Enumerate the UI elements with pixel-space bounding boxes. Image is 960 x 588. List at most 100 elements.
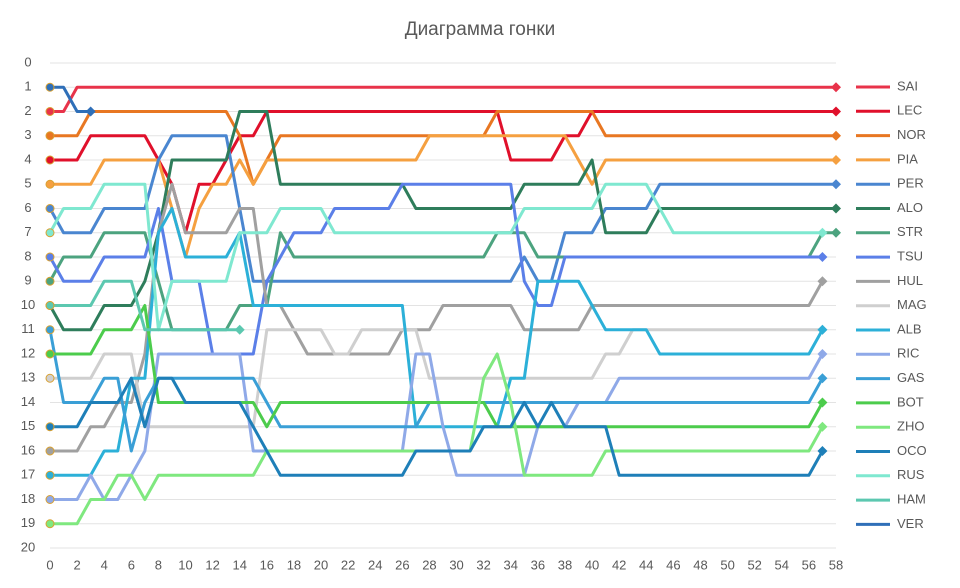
- legend-label: ALB: [897, 321, 922, 336]
- legend-label: MAG: [897, 297, 927, 312]
- start-marker: [45, 519, 55, 529]
- x-tick-label: 18: [287, 557, 301, 572]
- start-marker: [45, 301, 55, 310]
- legend-label: VER: [897, 516, 924, 531]
- start-marker: [45, 155, 55, 165]
- x-tick-label: 30: [449, 557, 463, 572]
- legend-label: NOR: [897, 127, 926, 142]
- x-tick-label: 2: [73, 557, 80, 572]
- x-tick-label: 46: [666, 557, 680, 572]
- x-tick-label: 38: [558, 557, 572, 572]
- end-marker: [817, 227, 828, 238]
- y-tick-label: 4: [24, 151, 31, 166]
- series-line: [50, 85, 836, 113]
- legend-label: HUL: [897, 273, 923, 288]
- series-line: [50, 352, 824, 501]
- legend-label: PER: [897, 176, 924, 191]
- x-tick-label: 16: [260, 557, 274, 572]
- start-marker: [45, 446, 55, 456]
- x-tick-label: 8: [155, 557, 162, 572]
- y-tick-label: 5: [24, 176, 31, 191]
- start-marker: [45, 204, 55, 213]
- y-tick-label: 2: [24, 103, 31, 118]
- legend-label: LEC: [897, 103, 922, 118]
- start-marker: [45, 470, 55, 480]
- x-tick-label: 4: [101, 557, 108, 572]
- x-tick-label: 10: [178, 557, 192, 572]
- series-line: [48, 134, 836, 283]
- legend-label: ZHO: [897, 419, 924, 434]
- y-tick-label: 3: [24, 127, 31, 142]
- series-line: [50, 328, 823, 429]
- y-tick-label: 14: [21, 394, 35, 409]
- x-tick-label: 52: [747, 557, 761, 572]
- x-tick-label: 42: [612, 557, 626, 572]
- x-tick-label: 44: [639, 557, 653, 572]
- y-tick-label: 11: [21, 321, 35, 336]
- y-tick-label: 1: [24, 79, 31, 94]
- start-marker: [45, 495, 55, 504]
- x-tick-label: 26: [395, 557, 409, 572]
- x-tick-label: 48: [693, 557, 707, 572]
- end-marker: [831, 82, 841, 93]
- legend-label: BOT: [897, 394, 924, 409]
- end-marker: [817, 324, 828, 335]
- start-marker: [45, 422, 55, 432]
- chart-title: Диаграмма гонки: [405, 19, 556, 40]
- y-tick-label: 20: [21, 539, 35, 554]
- start-marker: [45, 228, 55, 238]
- x-tick-label: 14: [232, 557, 246, 572]
- end-marker: [817, 373, 828, 384]
- y-tick-label: 7: [24, 224, 31, 239]
- end-marker: [831, 227, 841, 238]
- x-tick-label: 24: [368, 557, 382, 572]
- x-tick-label: 20: [314, 557, 328, 572]
- end-marker: [817, 446, 828, 456]
- x-tick-label: 12: [205, 557, 219, 572]
- end-marker: [831, 203, 841, 214]
- legend-label: SAI: [897, 78, 918, 93]
- start-marker: [45, 325, 55, 335]
- end-marker: [234, 324, 245, 335]
- x-tick-label: 0: [46, 557, 53, 572]
- series-line: [50, 182, 824, 453]
- end-marker: [831, 130, 841, 141]
- y-tick-label: 17: [21, 467, 35, 482]
- start-marker: [45, 349, 55, 359]
- series-line: [50, 85, 91, 113]
- y-tick-label: 16: [21, 442, 35, 457]
- start-marker: [45, 373, 55, 383]
- series-line: [50, 207, 824, 477]
- legend-label: RUS: [897, 467, 925, 482]
- end-marker: [831, 179, 841, 190]
- start-marker: [45, 276, 55, 286]
- end-marker: [817, 349, 828, 359]
- legend-label: OCO: [897, 443, 927, 458]
- y-tick-label: 10: [21, 297, 35, 312]
- y-tick-label: 13: [21, 370, 35, 385]
- start-marker: [45, 82, 55, 92]
- start-marker: [45, 107, 55, 116]
- y-tick-label: 0: [24, 54, 31, 69]
- end-marker: [817, 421, 828, 432]
- y-tick-label: 18: [21, 491, 35, 506]
- x-tick-label: 54: [775, 557, 789, 572]
- end-marker: [831, 155, 841, 165]
- x-tick-label: 34: [504, 557, 518, 572]
- x-tick-label: 56: [802, 557, 816, 572]
- legend-label: ALO: [897, 200, 923, 215]
- y-tick-label: 8: [24, 248, 31, 263]
- x-tick-label: 58: [829, 557, 843, 572]
- end-marker: [817, 276, 828, 287]
- y-tick-label: 9: [24, 273, 31, 288]
- series-line: [50, 279, 240, 332]
- x-tick-label: 50: [720, 557, 734, 572]
- series-line: [50, 376, 824, 477]
- start-marker: [45, 252, 55, 262]
- x-tick-label: 40: [585, 557, 599, 572]
- y-tick-label: 6: [24, 200, 31, 215]
- x-tick-label: 22: [341, 557, 355, 572]
- start-marker: [45, 179, 55, 189]
- legend-label: RIC: [897, 346, 919, 361]
